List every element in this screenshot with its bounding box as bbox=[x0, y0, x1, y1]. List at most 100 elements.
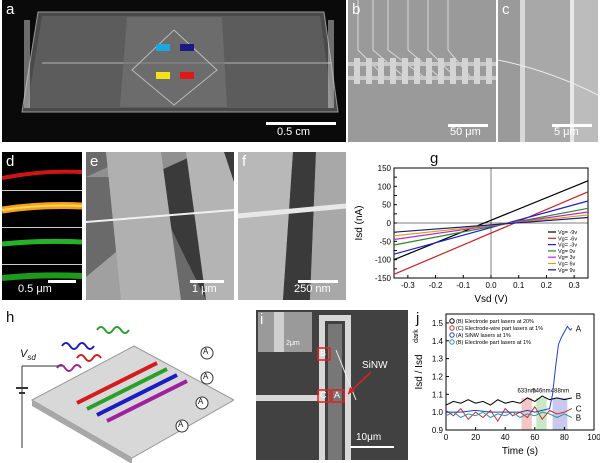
y-tick-label: 1.2 bbox=[432, 372, 444, 381]
panel-label: g bbox=[430, 150, 439, 167]
ammeter-label: A bbox=[203, 347, 209, 356]
ammeter-label: A bbox=[198, 397, 204, 406]
scale-bar bbox=[298, 280, 338, 283]
inset-image bbox=[258, 312, 312, 352]
fluorescence-image bbox=[2, 169, 82, 281]
panel-label: h bbox=[6, 309, 15, 326]
x-tick-label: 0.2 bbox=[541, 281, 553, 290]
legend-label: Vg= -6v bbox=[558, 236, 577, 242]
y-tick-label: 1.1 bbox=[432, 390, 444, 399]
yellow-square bbox=[156, 72, 170, 79]
y-tick-label: 100 bbox=[378, 182, 392, 191]
wire-label: SiNW bbox=[362, 360, 388, 371]
series-end-label: B bbox=[576, 414, 581, 423]
x-tick-label: 0 bbox=[444, 433, 449, 442]
device-schematic bbox=[16, 326, 234, 463]
scale-bar bbox=[266, 122, 336, 125]
x-tick-label: 0.3 bbox=[569, 281, 581, 290]
y-tick-label: 50 bbox=[382, 201, 391, 210]
y-axis-label: Isd (nA) bbox=[354, 205, 365, 240]
panel-i: i 2μm B C A SiNW 10μm bbox=[256, 310, 408, 460]
scale-bar bbox=[350, 446, 394, 448]
plot-frame bbox=[445, 313, 595, 431]
ammeter-label: A bbox=[178, 420, 184, 429]
laser-band bbox=[552, 397, 568, 430]
legend-label: Vg= 9v bbox=[558, 268, 576, 274]
panel-label: j bbox=[416, 310, 420, 327]
box-b bbox=[317, 347, 331, 361]
sem-image-b bbox=[348, 0, 496, 84]
scale-label: 5 μm bbox=[554, 126, 579, 138]
x-tick-label: 100 bbox=[587, 433, 600, 442]
panel-f: f 250 nm bbox=[238, 152, 346, 300]
y-tick-label: 0.9 bbox=[432, 426, 444, 435]
x-tick-label: 40 bbox=[501, 433, 510, 442]
sem-image-e bbox=[86, 152, 234, 300]
legend-label: (A) SiNW lasers at 1% bbox=[456, 333, 511, 339]
panel-h: h Vsd A A A A bbox=[2, 308, 234, 463]
scale-bar bbox=[190, 280, 224, 283]
y-tick-label: -150 bbox=[375, 274, 392, 283]
panel-label: d bbox=[6, 153, 15, 170]
panel-label: i bbox=[260, 311, 264, 328]
band-label: 633nm bbox=[517, 389, 535, 395]
panel-label: e bbox=[90, 153, 99, 170]
y-axis-label-sup: dark bbox=[413, 329, 420, 343]
scale-label: 0.5 μm bbox=[18, 283, 52, 295]
x-axis-label: Vsd (V) bbox=[474, 294, 507, 305]
series-line bbox=[393, 180, 589, 261]
y-tick-label: 1.0 bbox=[432, 408, 444, 417]
x-axis-label: Time (s) bbox=[502, 446, 538, 457]
scale-label: 10μm bbox=[356, 432, 382, 443]
legend-label: (B) Electrode part lasers at 1% bbox=[456, 340, 531, 346]
box-b-label: B bbox=[320, 348, 327, 358]
legend-swatch bbox=[449, 325, 455, 331]
ammeter-label: A bbox=[203, 372, 209, 381]
panel-c: c 5 μm bbox=[498, 0, 598, 142]
panel-a: a 0.5 cm bbox=[2, 0, 346, 142]
legend-swatch bbox=[449, 332, 455, 338]
scale-label: 1 μm bbox=[192, 283, 217, 295]
panel-label: f bbox=[242, 153, 247, 170]
legend-label: Vg= 0v bbox=[558, 249, 576, 255]
scale-label: 250 nm bbox=[294, 283, 331, 295]
panel-g: -0.3 -0.2 -0.1 0.0 0.1 0.2 0.3 -150 -100 -50 0 50 10… bbox=[350, 150, 600, 308]
y-tick-label: 1.4 bbox=[432, 337, 444, 346]
series-line bbox=[393, 216, 589, 233]
x-tick-label: 20 bbox=[471, 433, 480, 442]
scale-label: 0.5 cm bbox=[277, 126, 311, 138]
scale-bar bbox=[48, 280, 76, 283]
laser-band bbox=[536, 397, 547, 430]
y-axis-label: Isd / Isd bbox=[414, 354, 425, 389]
sem-image-c bbox=[498, 0, 598, 142]
box-c bbox=[317, 389, 331, 403]
series-line bbox=[446, 325, 573, 413]
scale-bar bbox=[552, 124, 592, 127]
panel-label: c bbox=[502, 1, 510, 18]
vsd-label: Vsd bbox=[20, 348, 36, 363]
series-end-label: C bbox=[576, 405, 582, 414]
legend-swatch bbox=[449, 318, 455, 324]
y-tick-label: -50 bbox=[379, 237, 391, 246]
box-c-label: C bbox=[320, 390, 327, 400]
iv-chart: -0.3 -0.2 -0.1 0.0 0.1 0.2 0.3 -150 -100 -50 0 50 10… bbox=[354, 164, 589, 305]
chip-image bbox=[21, 11, 339, 113]
sem-image-i bbox=[256, 310, 408, 460]
legend-label: Vg= -3v bbox=[558, 243, 577, 249]
inset-scale-label: 2μm bbox=[286, 340, 300, 347]
x-tick-label: -0.3 bbox=[401, 281, 415, 290]
band-label: 488nm bbox=[551, 389, 569, 395]
legend-label: Vg= 3v bbox=[558, 255, 576, 261]
box-a-label: A bbox=[334, 390, 341, 400]
legend-label: (C) Electrode-wire part lasers at 1% bbox=[456, 326, 543, 332]
y-tick-label: 150 bbox=[378, 164, 392, 173]
x-tick-label: 60 bbox=[530, 433, 539, 442]
panel-j: 633nm 546nm 488nm 0 20 40 60 80 100 0.9 1.0 1.1 1.2… bbox=[412, 308, 600, 463]
red-square bbox=[180, 72, 194, 79]
x-tick-label: 80 bbox=[560, 433, 569, 442]
panel-d: d 0.5 μm bbox=[2, 152, 82, 300]
legend-label: Vg= -9v bbox=[558, 230, 577, 236]
sem-image-f bbox=[238, 152, 346, 300]
series-line bbox=[393, 207, 589, 246]
